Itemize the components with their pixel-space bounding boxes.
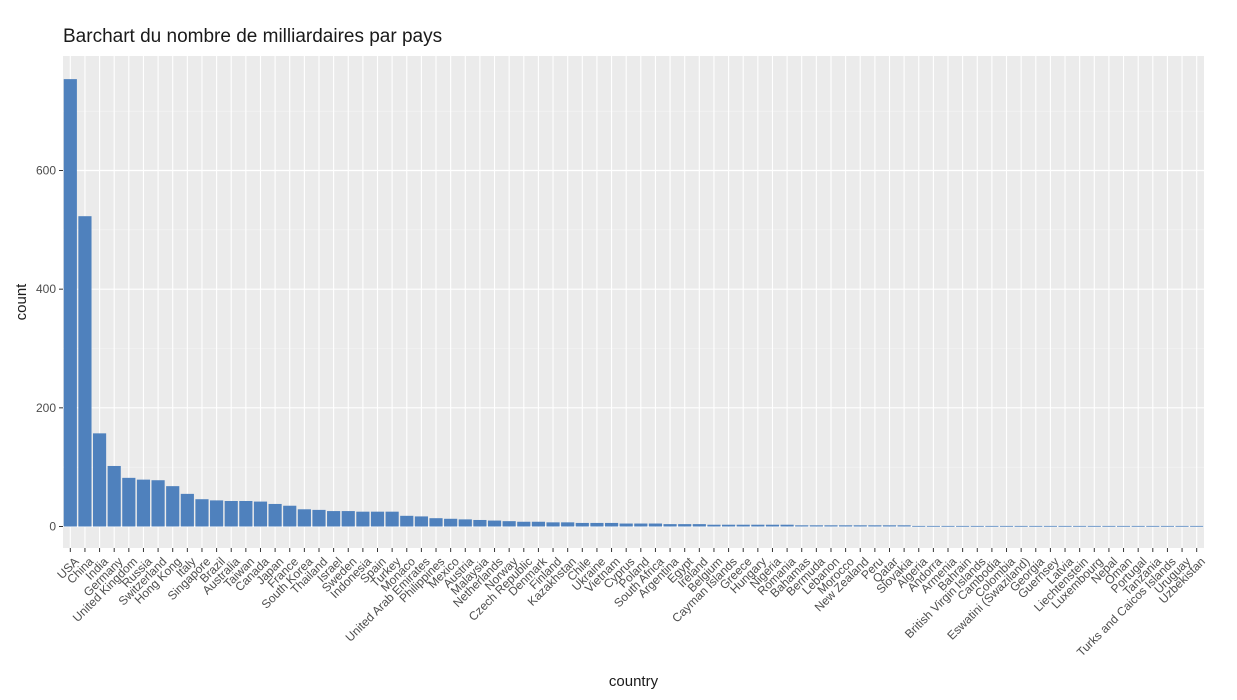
bar-japan <box>268 503 282 527</box>
plot-panel <box>63 56 1204 548</box>
bar-philippines <box>429 518 443 527</box>
bar-nigeria <box>765 524 780 527</box>
bar-germany <box>107 465 121 527</box>
bar-belgium <box>707 524 721 527</box>
bar-ireland <box>692 524 706 527</box>
bar-slovakia <box>897 525 911 527</box>
bar-france <box>283 505 297 527</box>
bar-united-arab-emirates <box>414 516 428 527</box>
bar-cyprus <box>619 523 633 527</box>
bar-eswatini-swaziland <box>1014 525 1028 527</box>
bar-liechtenstein <box>1073 525 1087 527</box>
bar-new-zealand <box>853 525 867 527</box>
bar-china <box>78 216 92 527</box>
bar-romania <box>780 524 794 527</box>
bar-uzbekistan <box>1190 525 1204 527</box>
bar-tanzania <box>1146 525 1160 527</box>
y-axis: 0 200 400 600 <box>36 164 63 534</box>
bar-chile <box>575 522 589 527</box>
bar-south-korea <box>297 509 311 527</box>
y-tick-label: 0 <box>49 520 56 534</box>
bar-monaco <box>400 515 414 527</box>
bar-brazil <box>210 500 224 527</box>
bar-qatar <box>882 525 897 527</box>
bar-malaysia <box>473 519 487 527</box>
bar-russia <box>136 479 151 527</box>
bar-bermuda <box>809 525 823 527</box>
bar-andorra <box>926 525 940 527</box>
y-tick-label: 600 <box>36 164 56 178</box>
bar-turks-and-caicos-islands <box>1160 525 1175 527</box>
bar-georgia <box>1029 525 1043 527</box>
bar-spain <box>370 511 385 527</box>
bar-israel <box>327 511 341 527</box>
bar-thailand <box>312 509 326 527</box>
bar-turkey <box>385 511 399 527</box>
bar-denmark <box>531 521 545 527</box>
bar-cambodia <box>985 525 999 527</box>
bar-peru <box>868 525 882 527</box>
bar-hungary <box>751 524 765 527</box>
bar-usa <box>63 79 77 527</box>
bar-netherlands <box>487 520 502 527</box>
bar-south-africa <box>648 523 663 527</box>
bar-egypt <box>678 524 692 527</box>
bar-india <box>92 433 107 527</box>
bar-united-kingdom <box>122 477 136 527</box>
bar-armenia <box>941 525 955 527</box>
y-tick-label: 200 <box>36 401 56 415</box>
bar-sweden <box>341 511 355 527</box>
bar-australia <box>224 500 238 527</box>
bar-poland <box>634 523 648 527</box>
bar-taiwan <box>239 500 253 527</box>
bar-argentina <box>663 524 677 527</box>
bar-algeria <box>912 525 926 527</box>
y-axis-title: count <box>13 283 30 321</box>
bars-group <box>63 79 1204 527</box>
chart-title: Barchart du nombre de milliardaires par … <box>63 26 443 47</box>
bar-ukraine <box>590 522 604 527</box>
bar-bahrain <box>956 525 970 527</box>
bar-canada <box>253 501 268 527</box>
bar-vietnam <box>604 522 619 527</box>
bar-switzerland <box>151 480 165 527</box>
bar-italy <box>180 493 194 527</box>
bar-hong-kong <box>166 486 180 527</box>
bar-bahamas <box>795 525 809 527</box>
bar-oman <box>1116 525 1131 527</box>
bar-british-virgin-islands <box>970 525 984 527</box>
bar-uruguay <box>1175 525 1189 527</box>
bar-cayman-islands <box>722 524 736 527</box>
bar-colombia <box>999 525 1014 527</box>
bar-austria <box>458 519 472 527</box>
bar-lebanon <box>824 525 838 527</box>
bar-latvia <box>1058 525 1072 527</box>
bar-finland <box>546 522 560 527</box>
bar-mexico <box>444 518 458 527</box>
bar-norway <box>502 521 516 527</box>
y-tick-label: 400 <box>36 282 56 296</box>
bar-portugal <box>1131 525 1145 527</box>
bar-czech-republic <box>517 521 531 527</box>
bar-singapore <box>195 499 209 527</box>
bar-greece <box>736 524 750 527</box>
bar-indonesia <box>356 511 370 527</box>
x-axis-title: country <box>609 673 659 690</box>
bar-morocco <box>839 525 853 527</box>
bar-luxembourg <box>1087 525 1101 527</box>
bar-nepal <box>1102 525 1116 527</box>
bar-kazakhstan <box>561 522 575 527</box>
bar-guernsey <box>1043 525 1057 527</box>
